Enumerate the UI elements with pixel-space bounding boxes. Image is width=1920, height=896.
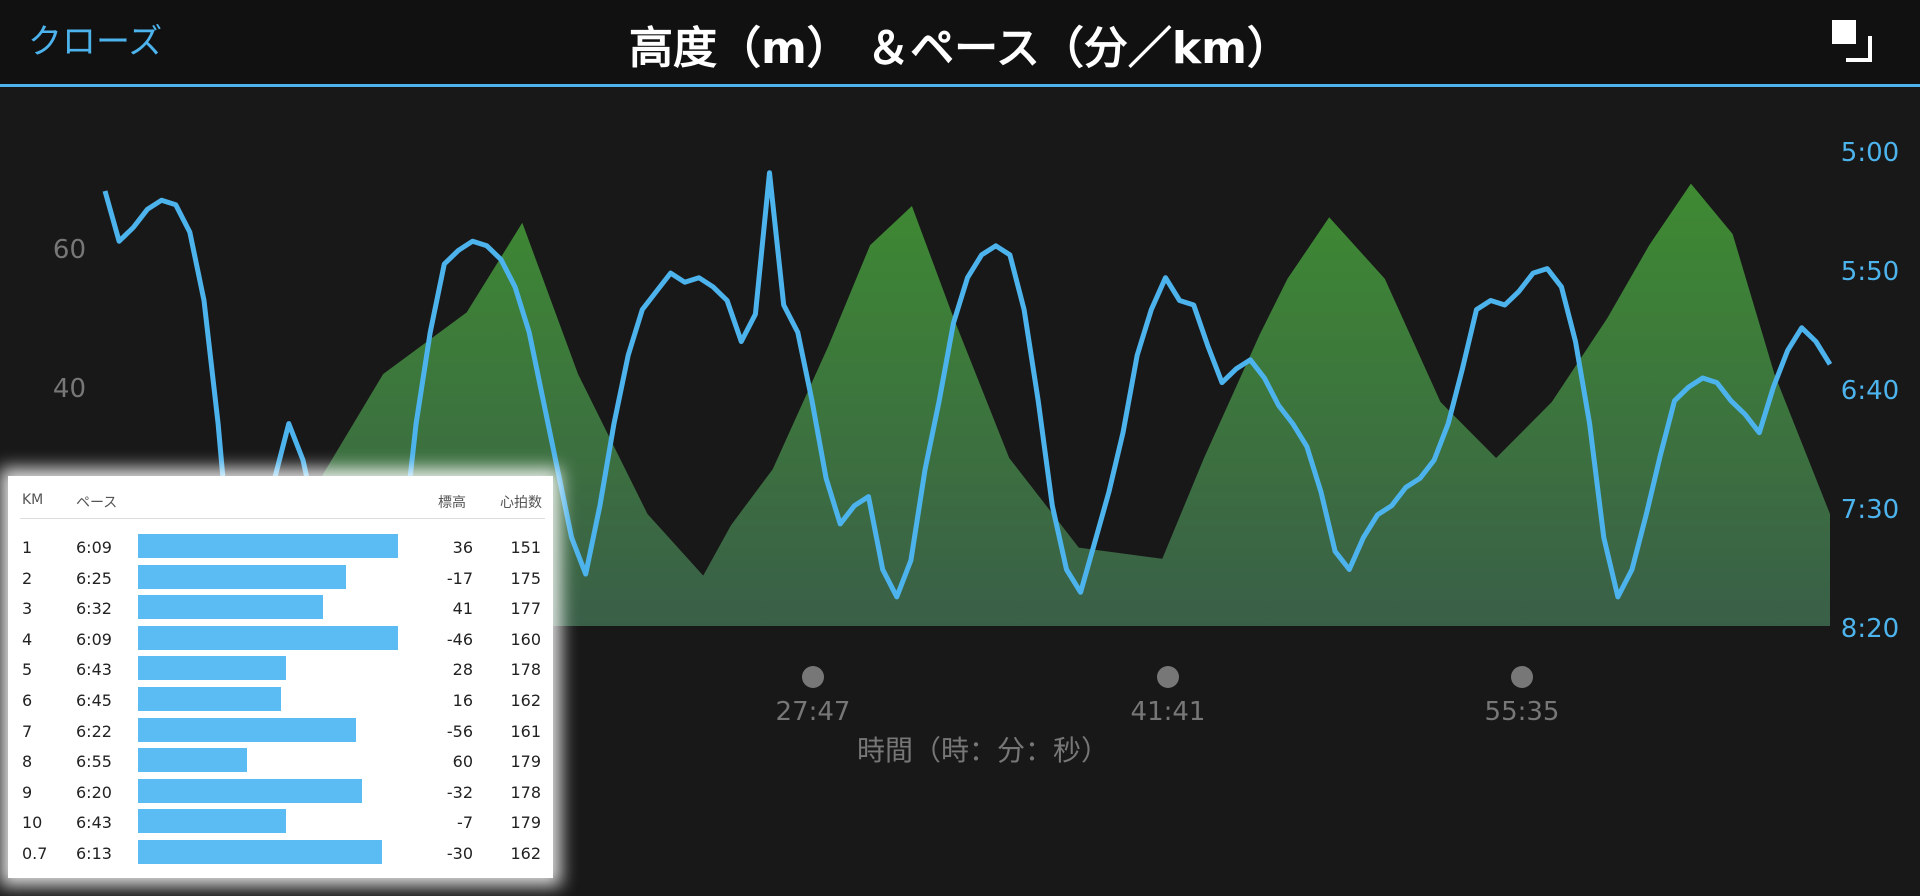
close-button[interactable]: クローズ <box>28 22 163 62</box>
lap-km: 10 <box>22 813 43 833</box>
lap-pace-bar <box>138 687 281 711</box>
lap-pace: 6:32 <box>76 599 112 619</box>
chart-area: 60 40 5:00 5:50 6:40 7:30 8:20 27:47 41:41 55:3… <box>53 138 1899 767</box>
header-divider <box>20 518 545 519</box>
col-header-pace: ペース <box>76 495 118 511</box>
col-header-km: KM <box>22 492 44 508</box>
lap-pace-bar <box>138 809 286 834</box>
lap-pace: 6:09 <box>76 629 112 649</box>
lap-heart-rate: 162 <box>510 691 541 710</box>
lap-elevation: -30 <box>446 844 473 863</box>
lap-km: 0.7 <box>22 844 48 863</box>
right-tick-label: 7:30 <box>1841 495 1899 525</box>
left-tick-label: 40 <box>53 374 86 404</box>
lap-km: 7 <box>22 721 33 741</box>
lap-pace-bar <box>138 748 247 773</box>
lap-elevation: 28 <box>452 660 473 680</box>
lap-elevation: -7 <box>457 813 473 833</box>
lap-heart-rate: 160 <box>510 629 541 649</box>
x-tick-label: 27:47 <box>776 697 851 727</box>
x-axis-label: 時間（時：分：秒） <box>857 734 1109 767</box>
lap-pace: 6:13 <box>76 844 112 863</box>
lap-pace: 6:25 <box>76 568 112 588</box>
lap-elevation: -17 <box>446 568 473 588</box>
lap-elevation: 36 <box>452 538 473 557</box>
x-tick-label: 41:41 <box>1131 697 1206 727</box>
lap-elevation: 60 <box>452 752 473 772</box>
lap-pace-bar <box>138 717 356 742</box>
fullscreen-icon[interactable] <box>1826 16 1876 66</box>
lap-km: 5 <box>22 660 33 680</box>
col-header-heart-rate: 心拍数 <box>500 495 542 511</box>
lap-km: 1 <box>22 538 33 557</box>
x-tick-marker[interactable] <box>1157 666 1179 688</box>
x-tick-label: 55:35 <box>1485 697 1560 727</box>
left-y-axis: 60 40 <box>53 235 86 404</box>
top-bar: クローズ 高度（m） ＆ペース（分／km） <box>0 0 1920 87</box>
lap-pace-bar <box>138 534 398 558</box>
lap-heart-rate: 179 <box>510 813 541 833</box>
lap-km: 3 <box>22 599 33 619</box>
lap-pace: 6:45 <box>76 691 112 710</box>
lap-elevation: -46 <box>446 629 473 649</box>
col-header-elevation: 標高 <box>438 495 466 511</box>
lap-heart-rate: 178 <box>510 782 541 802</box>
lap-heart-rate: 161 <box>510 721 541 741</box>
lap-elevation: 41 <box>452 599 473 619</box>
lap-pace-bar <box>138 625 398 650</box>
x-axis: 27:47 41:41 55:35 <box>776 666 1560 727</box>
lap-pace-bar <box>138 778 362 803</box>
chart-title: 高度（m） ＆ペース（分／km） <box>628 23 1292 74</box>
laps-table: KM ペース 標高 心拍数 1 6:09 36 151 2 6:25 -17 175 3 6:32… <box>8 476 553 878</box>
lap-km: 8 <box>22 752 33 772</box>
lap-pace-bar <box>138 656 286 681</box>
lap-heart-rate: 178 <box>510 660 541 680</box>
lap-elevation: -32 <box>446 782 473 802</box>
lap-km: 2 <box>22 568 33 588</box>
lap-pace: 6:55 <box>76 752 112 772</box>
lap-km: 6 <box>22 691 33 710</box>
lap-pace-bar <box>138 840 382 864</box>
right-tick-label: 6:40 <box>1841 376 1899 406</box>
x-tick-marker[interactable] <box>802 666 824 688</box>
lap-km: 9 <box>22 782 33 802</box>
lap-pace-bar <box>138 564 346 589</box>
lap-elevation: -56 <box>446 721 473 741</box>
lap-heart-rate: 162 <box>510 844 541 863</box>
lap-pace: 6:22 <box>76 721 112 741</box>
right-tick-label: 5:00 <box>1841 138 1899 168</box>
lap-heart-rate: 175 <box>510 568 541 588</box>
right-tick-label: 8:20 <box>1841 614 1899 644</box>
lap-heart-rate: 177 <box>510 599 541 619</box>
lap-pace-bar <box>138 595 323 620</box>
right-y-axis: 5:00 5:50 6:40 7:30 8:20 <box>1841 138 1899 644</box>
x-tick-marker[interactable] <box>1511 666 1533 688</box>
lap-km: 4 <box>22 629 33 649</box>
lap-pace: 6:09 <box>76 538 112 557</box>
lap-pace: 6:20 <box>76 782 112 802</box>
right-tick-label: 5:50 <box>1841 257 1899 287</box>
left-tick-label: 60 <box>53 235 86 265</box>
lap-pace: 6:43 <box>76 813 112 833</box>
lap-heart-rate: 179 <box>510 752 541 772</box>
lap-elevation: 16 <box>452 691 473 710</box>
lap-pace: 6:43 <box>76 660 112 680</box>
lap-heart-rate: 151 <box>510 538 541 557</box>
